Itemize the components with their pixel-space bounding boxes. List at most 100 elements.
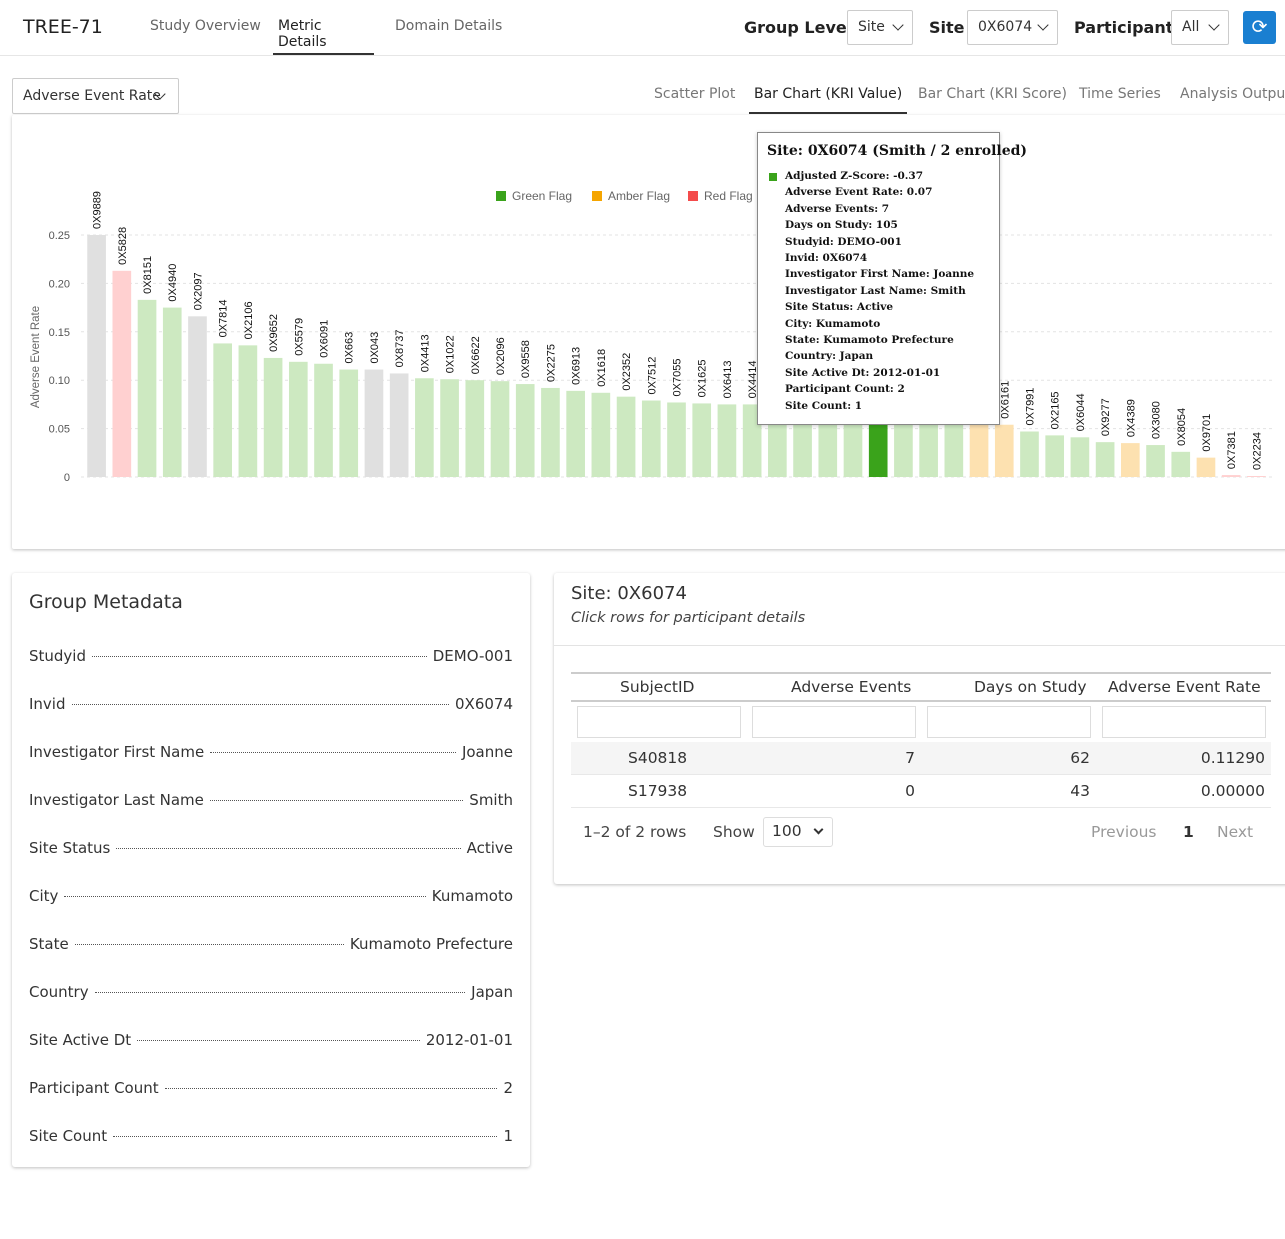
bar-label: 0X6913 — [571, 347, 583, 385]
group-level-select[interactable]: Site — [847, 10, 913, 45]
metadata-key: Participant Count — [29, 1079, 159, 1097]
site-value: 0X6074 — [978, 19, 1033, 35]
filter-input-adverse-events[interactable] — [752, 706, 916, 738]
column-header-subjectid[interactable]: SubjectID — [620, 678, 695, 696]
tooltip-row-text: Invid: 0X6074 — [785, 252, 868, 265]
metadata-value: Kumamoto Prefecture — [349, 935, 513, 953]
metadata-row: Country Japan — [29, 983, 513, 1005]
chart-tooltip: Site: 0X6074 (Smith / 2 enrolled) Adjust… — [757, 132, 1027, 425]
metric-select[interactable]: Adverse Event Rate — [12, 78, 179, 114]
site-select[interactable]: 0X6074 — [967, 10, 1058, 45]
metadata-value: DEMO-001 — [432, 647, 513, 665]
column-header-adverse-events[interactable]: Adverse Events — [791, 678, 912, 696]
tab-bar-chart-kri-value[interactable]: Bar Chart (KRI Value) — [749, 86, 908, 114]
bar-0X1022 — [440, 379, 459, 477]
current-page-button[interactable]: 1 — [1183, 823, 1194, 841]
bar-0X3080 — [1146, 445, 1165, 477]
site-table-title: Site: 0X6074 — [571, 583, 687, 604]
tooltip-row-text: Participant Count: 2 — [785, 383, 905, 396]
column-header-days-on-study[interactable]: Days on Study — [974, 678, 1087, 696]
y-tick-label: 0.05 — [49, 424, 70, 436]
metadata-value: 0X6074 — [455, 695, 513, 713]
tab-study-overview[interactable]: Study Overview — [150, 18, 261, 34]
page-size-select[interactable]: 100 — [763, 817, 833, 847]
refresh-button[interactable]: ⟳ — [1243, 11, 1276, 44]
chevron-down-icon — [813, 824, 824, 835]
bar-0X9889 — [87, 235, 106, 477]
bar-label: 0X5579 — [293, 318, 305, 356]
participant-select[interactable]: All — [1171, 10, 1229, 45]
tooltip-row: Site Status: Active — [767, 299, 990, 315]
bar-label: 0X2352 — [621, 353, 633, 391]
y-tick-label: 0.10 — [49, 375, 70, 387]
bar-0X2096 — [490, 381, 510, 477]
bar-0X6622 — [465, 380, 485, 477]
dotted-leader — [164, 1088, 498, 1089]
metadata-row: Participant Count 2 — [29, 1079, 513, 1101]
tab-analysis-output[interactable]: Analysis Output — [1180, 86, 1285, 102]
bar-label: 0X6413 — [722, 360, 734, 398]
dotted-leader — [137, 1040, 420, 1041]
metadata-key: Investigator Last Name — [29, 791, 204, 809]
tab-domain-details[interactable]: Domain Details — [395, 18, 503, 34]
bar-label: 0X9652 — [268, 314, 280, 352]
tab-metric-details[interactable]: Metric Details — [273, 18, 374, 55]
bar-0X9652 — [263, 357, 283, 477]
table-row[interactable]: S40818 7 62 0.11290 — [571, 742, 1271, 775]
metadata-row: Studyid DEMO-001 — [29, 647, 513, 669]
filter-input-adverse-event-rate[interactable] — [1102, 706, 1266, 738]
bar-0X6044 — [1070, 437, 1090, 477]
bar-0X642 — [919, 418, 938, 477]
tooltip-row-text: Adverse Event Rate: 0.07 — [785, 186, 933, 199]
dotted-leader — [210, 752, 456, 753]
tooltip-row-text: Site Status: Active — [785, 301, 894, 314]
bar-0X1618 — [591, 392, 611, 477]
chevron-down-icon — [1208, 19, 1220, 31]
dotted-leader — [92, 656, 427, 657]
bar-0X2165 — [1045, 435, 1065, 477]
next-page-button[interactable]: Next — [1217, 823, 1254, 841]
group-metadata-title: Group Metadata — [29, 591, 183, 613]
metric-select-value: Adverse Event Rate — [23, 88, 161, 104]
legend-swatch — [592, 191, 602, 201]
bar-0X7991 — [1020, 431, 1039, 477]
bar-0X6161 — [994, 424, 1014, 477]
metadata-value: Smith — [469, 791, 513, 809]
table-row[interactable]: S17938 0 43 0.00000 — [571, 775, 1271, 808]
metadata-row: Investigator Last Name Smith — [29, 791, 513, 813]
tab-bar-chart-kri-score[interactable]: Bar Chart (KRI Score) — [918, 86, 1067, 102]
bar-chart-card: 0 0.05 0.10 0.15 0.20 0.25 Adverse Event Rate 0… — [12, 115, 1285, 549]
bar-0X9701 — [1196, 457, 1216, 477]
tooltip-row: Adverse Event Rate: 0.07 — [767, 184, 990, 200]
tab-scatter-plot[interactable]: Scatter Plot — [654, 86, 736, 102]
bar-label: 0X9701 — [1201, 414, 1213, 452]
cell-days-on-study: 62 — [1070, 749, 1090, 767]
bar-label: 0X043 — [369, 332, 381, 364]
metadata-value: Joanne — [461, 743, 513, 761]
previous-page-button[interactable]: Previous — [1091, 823, 1157, 841]
dotted-leader — [71, 704, 449, 705]
tab-time-series[interactable]: Time Series — [1079, 86, 1161, 102]
bar-label: 0X4940 — [167, 264, 179, 302]
page-size-value: 100 — [772, 822, 802, 840]
filter-input-days-on-study[interactable] — [927, 706, 1091, 738]
refresh-icon: ⟳ — [1251, 16, 1268, 38]
bar-label: 0X9277 — [1100, 398, 1112, 436]
bar-0X7814 — [213, 343, 232, 477]
bar-chart: 0 0.05 0.10 0.15 0.20 0.25 Adverse Event Rate 0… — [30, 189, 1272, 484]
cell-days-on-study: 43 — [1070, 782, 1090, 800]
page-size-label: Show — [713, 823, 755, 841]
participant-label: Participant — [1074, 18, 1174, 37]
filter-input-subjectid[interactable] — [577, 706, 741, 738]
tooltip-row-text: Country: Japan — [785, 350, 874, 363]
metadata-value: Kumamoto — [431, 887, 513, 905]
dotted-leader — [94, 992, 466, 993]
cell-subjectid: S40818 — [628, 749, 688, 767]
column-header-adverse-event-rate[interactable]: Adverse Event Rate — [1108, 678, 1261, 696]
metadata-row: Investigator First Name Joanne — [29, 743, 513, 765]
bar-label: 0X3080 — [1151, 401, 1163, 439]
metadata-key: Studyid — [29, 647, 86, 665]
bar-0X4940 — [162, 307, 182, 477]
tooltip-row-text: Adjusted Z-Score: -0.37 — [785, 170, 924, 182]
metadata-row: State Kumamoto Prefecture — [29, 935, 513, 957]
